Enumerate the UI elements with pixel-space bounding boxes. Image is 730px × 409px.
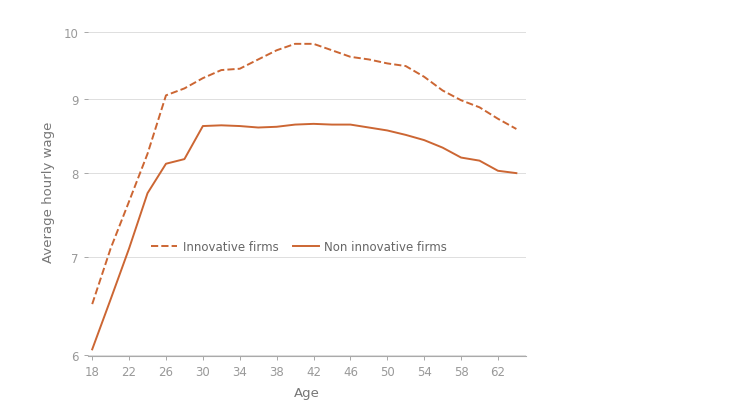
Innovative firms — [328, 49, 337, 54]
Non innovative firms — [309, 122, 318, 127]
X-axis label: Age: Age — [293, 386, 320, 399]
Innovative firms — [107, 246, 115, 251]
Non innovative firms — [235, 124, 244, 129]
Innovative firms — [199, 76, 207, 81]
Non innovative firms — [272, 125, 281, 130]
Innovative firms — [217, 68, 226, 73]
Non innovative firms — [180, 157, 189, 162]
Line: Innovative firms: Innovative firms — [92, 45, 516, 304]
Non innovative firms — [199, 124, 207, 129]
Innovative firms — [438, 89, 447, 94]
Non innovative firms — [346, 123, 355, 128]
Innovative firms — [272, 49, 281, 54]
Innovative firms — [420, 75, 429, 80]
Non innovative firms — [254, 126, 263, 130]
Non innovative firms — [475, 159, 484, 164]
Non innovative firms — [125, 246, 134, 251]
Non innovative firms — [383, 129, 392, 134]
Non innovative firms — [438, 146, 447, 151]
Innovative firms — [402, 65, 410, 70]
Innovative firms — [493, 117, 502, 122]
Non innovative firms — [88, 347, 96, 352]
Innovative firms — [235, 67, 244, 72]
Innovative firms — [143, 152, 152, 157]
Non innovative firms — [161, 162, 170, 167]
Innovative firms — [512, 127, 520, 132]
Innovative firms — [125, 200, 134, 204]
Line: Non innovative firms: Non innovative firms — [92, 125, 516, 350]
Non innovative firms — [291, 123, 299, 128]
Innovative firms — [180, 87, 189, 92]
Non innovative firms — [457, 156, 466, 161]
Non innovative firms — [217, 124, 226, 128]
Non innovative firms — [420, 138, 429, 143]
Innovative firms — [291, 42, 299, 47]
Innovative firms — [346, 55, 355, 60]
Non innovative firms — [107, 297, 115, 302]
Non innovative firms — [328, 123, 337, 128]
Non innovative firms — [493, 169, 502, 174]
Y-axis label: Average hourly wage: Average hourly wage — [42, 122, 55, 263]
Innovative firms — [309, 42, 318, 47]
Non innovative firms — [143, 191, 152, 196]
Innovative firms — [475, 106, 484, 110]
Non innovative firms — [512, 171, 520, 176]
Legend: Innovative firms, Non innovative firms: Innovative firms, Non innovative firms — [146, 236, 452, 258]
Non innovative firms — [402, 133, 410, 138]
Innovative firms — [254, 58, 263, 63]
Non innovative firms — [364, 126, 373, 130]
Innovative firms — [161, 94, 170, 99]
Innovative firms — [364, 58, 373, 63]
Innovative firms — [457, 99, 466, 103]
Innovative firms — [383, 62, 392, 67]
Innovative firms — [88, 302, 96, 307]
